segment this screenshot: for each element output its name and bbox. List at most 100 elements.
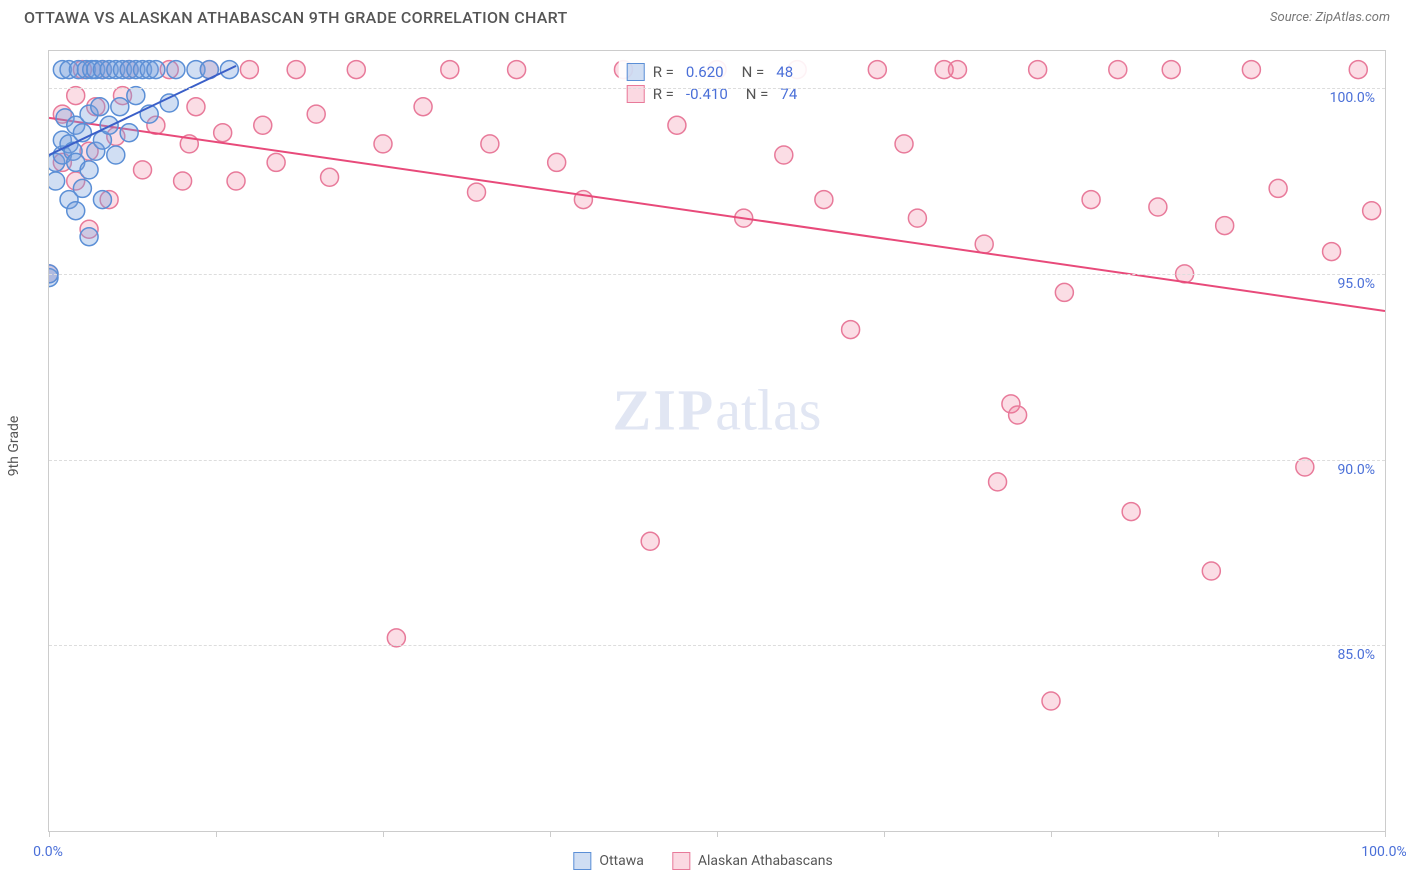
- data-point: [167, 61, 185, 79]
- data-point: [842, 321, 860, 339]
- data-point: [91, 98, 109, 116]
- data-point: [374, 135, 392, 153]
- chart-area: ZIPatlas R = 0.620 N = 48 R = -0.410 N =…: [48, 50, 1386, 832]
- data-point: [1029, 61, 1047, 79]
- data-point: [1323, 243, 1341, 261]
- data-point: [127, 87, 145, 105]
- data-point: [1122, 503, 1140, 521]
- x-tick-label: 100.0%: [1361, 844, 1406, 860]
- plot-area: ZIPatlas R = 0.620 N = 48 R = -0.410 N =…: [49, 51, 1385, 831]
- legend-row-ottawa: R = 0.620 N = 48: [627, 61, 808, 83]
- data-point: [548, 153, 566, 171]
- y-axis-label: 9th Grade: [6, 416, 22, 477]
- data-point: [240, 61, 258, 79]
- legend-ottawa-n: 48: [776, 63, 793, 81]
- source-attribution: Source: ZipAtlas.com: [1270, 10, 1390, 25]
- data-point: [815, 191, 833, 209]
- data-point: [187, 98, 205, 116]
- data-point: [347, 61, 365, 79]
- data-point: [80, 161, 98, 179]
- x-tick: [717, 831, 718, 837]
- legend-label-athabascan: Alaskan Athabascans: [698, 853, 833, 869]
- gridline: [49, 645, 1385, 646]
- data-point: [481, 135, 499, 153]
- data-point: [641, 532, 659, 550]
- data-point: [227, 172, 245, 190]
- y-tick-label: 95.0%: [1337, 276, 1375, 292]
- data-point: [1162, 61, 1180, 79]
- x-tick: [216, 831, 217, 837]
- data-point: [441, 61, 459, 79]
- chart-title: OTTAWA VS ALASKAN ATHABASCAN 9TH GRADE C…: [24, 8, 568, 27]
- data-point: [668, 116, 686, 134]
- data-point: [1216, 217, 1234, 235]
- x-tick: [49, 831, 50, 837]
- data-point: [107, 146, 125, 164]
- data-point: [975, 235, 993, 253]
- data-point: [1242, 61, 1260, 79]
- y-tick-label: 100.0%: [1330, 90, 1375, 106]
- data-point: [67, 202, 85, 220]
- x-tick: [1218, 831, 1219, 837]
- x-tick: [383, 831, 384, 837]
- data-point: [1055, 283, 1073, 301]
- x-tick: [884, 831, 885, 837]
- x-tick: [550, 831, 551, 837]
- legend-item-athabascan: Alaskan Athabascans: [672, 852, 833, 870]
- trend-line: [49, 118, 1385, 311]
- data-point: [80, 228, 98, 246]
- gridline: [49, 88, 1385, 89]
- legend-label-ottawa: Ottawa: [599, 853, 644, 869]
- plot-svg: [49, 51, 1385, 831]
- data-point: [254, 116, 272, 134]
- data-point: [267, 153, 285, 171]
- legend-swatch-ottawa: [573, 852, 591, 870]
- data-point: [111, 98, 129, 116]
- y-tick-label: 85.0%: [1337, 647, 1375, 663]
- correlation-legend: R = 0.620 N = 48 R = -0.410 N = 74: [619, 57, 816, 109]
- data-point: [1202, 562, 1220, 580]
- data-point: [307, 105, 325, 123]
- gridline: [49, 460, 1385, 461]
- data-point: [73, 179, 91, 197]
- data-point: [67, 87, 85, 105]
- data-point: [387, 629, 405, 647]
- legend-item-ottawa: Ottawa: [573, 852, 644, 870]
- data-point: [868, 61, 886, 79]
- x-tick-label: 0.0%: [33, 844, 63, 860]
- data-point: [775, 146, 793, 164]
- data-point: [1009, 406, 1027, 424]
- data-point: [1349, 61, 1367, 79]
- data-point: [989, 473, 1007, 491]
- legend-row-athabascan: R = -0.410 N = 74: [627, 83, 808, 105]
- data-point: [414, 98, 432, 116]
- source-name: ZipAtlas.com: [1315, 10, 1390, 25]
- legend-r-label: R =: [653, 63, 674, 81]
- legend-ottawa-r: 0.620: [686, 63, 724, 81]
- legend-swatch-ottawa: [627, 63, 645, 81]
- data-point: [147, 61, 165, 79]
- data-point: [1082, 191, 1100, 209]
- data-point: [120, 124, 138, 142]
- legend-n-label: N =: [742, 63, 765, 81]
- data-point: [468, 183, 486, 201]
- data-point: [93, 191, 111, 209]
- data-point: [49, 172, 65, 190]
- data-point: [214, 124, 232, 142]
- y-tick-label: 90.0%: [1337, 462, 1375, 478]
- data-point: [1296, 458, 1314, 476]
- data-point: [287, 61, 305, 79]
- data-point: [1109, 61, 1127, 79]
- data-point: [321, 168, 339, 186]
- data-point: [1149, 198, 1167, 216]
- data-point: [174, 172, 192, 190]
- data-point: [134, 161, 152, 179]
- data-point: [948, 61, 966, 79]
- data-point: [1363, 202, 1381, 220]
- legend-swatch-athabascan: [672, 852, 690, 870]
- data-point: [1042, 692, 1060, 710]
- x-tick: [1051, 831, 1052, 837]
- data-point: [508, 61, 526, 79]
- data-point: [1269, 179, 1287, 197]
- data-point: [908, 209, 926, 227]
